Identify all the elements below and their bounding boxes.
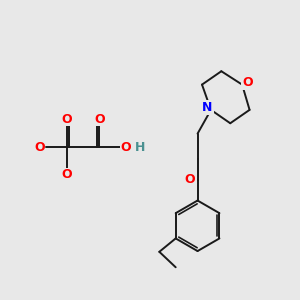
Text: O: O: [242, 76, 253, 89]
Text: O: O: [120, 140, 131, 154]
Text: H: H: [135, 140, 146, 154]
Text: O: O: [34, 140, 45, 154]
Text: O: O: [61, 169, 72, 182]
Text: O: O: [184, 173, 194, 186]
Text: O: O: [61, 112, 72, 126]
Text: O: O: [94, 112, 105, 126]
Text: N: N: [202, 101, 213, 114]
